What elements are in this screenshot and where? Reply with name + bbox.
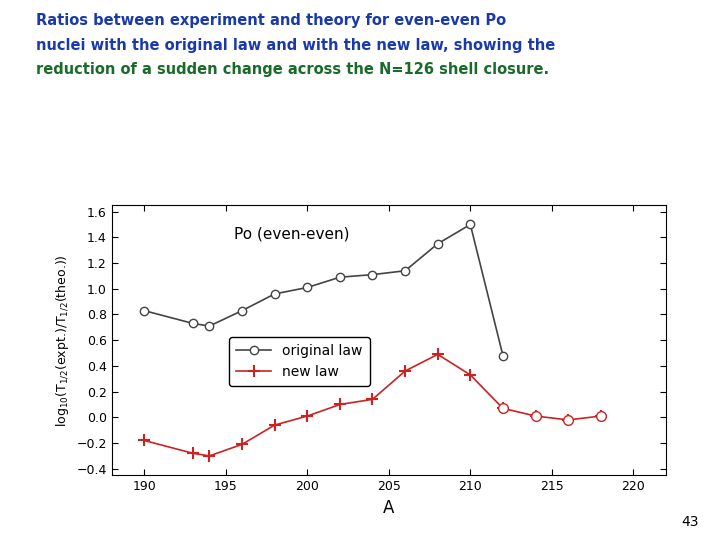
new law bbox=[401, 368, 410, 374]
new law bbox=[303, 413, 312, 419]
original law bbox=[303, 284, 312, 291]
new law bbox=[140, 437, 148, 444]
new law bbox=[270, 422, 279, 428]
original law bbox=[368, 272, 377, 278]
original law bbox=[140, 307, 148, 314]
original law bbox=[205, 323, 214, 329]
new law bbox=[564, 417, 572, 423]
original law bbox=[270, 291, 279, 297]
original law bbox=[336, 274, 344, 280]
new law bbox=[433, 351, 442, 357]
Text: Po (even-even): Po (even-even) bbox=[233, 227, 349, 242]
Line: new law: new law bbox=[139, 349, 606, 462]
new law bbox=[336, 401, 344, 408]
new law bbox=[531, 413, 540, 419]
original law bbox=[499, 353, 508, 359]
original law bbox=[401, 267, 410, 274]
original law bbox=[466, 221, 474, 228]
new law bbox=[189, 450, 197, 457]
new law bbox=[499, 405, 508, 411]
original law bbox=[189, 320, 197, 327]
Text: Ratios between experiment and theory for even-even Po: Ratios between experiment and theory for… bbox=[36, 14, 506, 29]
Y-axis label: log$_{10}$(T$_{1/2}$(expt.)/T$_{1/2}$(theo.)): log$_{10}$(T$_{1/2}$(expt.)/T$_{1/2}$(th… bbox=[54, 254, 71, 427]
new law bbox=[205, 453, 214, 459]
X-axis label: A: A bbox=[383, 498, 395, 517]
original law bbox=[433, 240, 442, 247]
Legend: original law, new law: original law, new law bbox=[230, 338, 369, 386]
original law bbox=[238, 307, 246, 314]
Text: reduction of a sudden change across the N=126 shell closure.: reduction of a sudden change across the … bbox=[36, 62, 549, 77]
Line: original law: original law bbox=[140, 220, 507, 360]
new law bbox=[596, 413, 605, 419]
Text: 43: 43 bbox=[681, 515, 698, 529]
Text: nuclei with the original law and with the new law, showing the: nuclei with the original law and with th… bbox=[36, 38, 555, 53]
new law bbox=[368, 396, 377, 403]
new law bbox=[466, 372, 474, 378]
new law bbox=[238, 441, 246, 448]
